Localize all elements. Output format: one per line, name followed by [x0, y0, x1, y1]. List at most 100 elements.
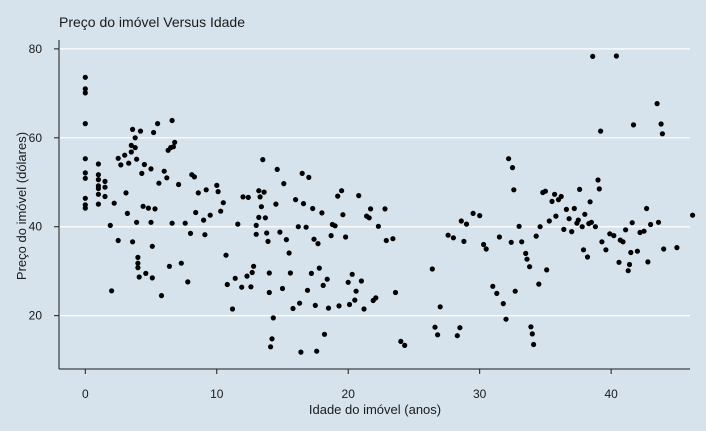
- data-point: [375, 223, 381, 229]
- axes: 20 40 60 80 0 10 20 30 40: [29, 40, 690, 401]
- data-point: [82, 175, 88, 181]
- data-point: [158, 293, 165, 299]
- data-point: [135, 260, 141, 266]
- data-point: [152, 206, 158, 212]
- data-point: [613, 53, 620, 59]
- y-axis-title: Preço do imóvel (dólares): [14, 132, 29, 280]
- data-point: [630, 122, 637, 128]
- data-point: [353, 288, 359, 294]
- data-point: [536, 281, 542, 287]
- data-point: [312, 302, 318, 308]
- data-point: [264, 230, 270, 236]
- data-point: [229, 306, 236, 312]
- data-point: [516, 223, 522, 229]
- data-point: [595, 177, 601, 183]
- data-point: [620, 239, 626, 245]
- data-point: [494, 290, 500, 296]
- data-point: [261, 189, 267, 195]
- data-point: [132, 145, 138, 151]
- data-point: [95, 201, 101, 207]
- data-point: [95, 172, 101, 178]
- data-point: [156, 180, 162, 186]
- data-point: [274, 166, 280, 172]
- data-point: [139, 170, 145, 176]
- data-point: [286, 250, 292, 256]
- data-point: [509, 165, 516, 171]
- data-point: [390, 236, 396, 242]
- x-tick-label: 40: [604, 387, 618, 401]
- data-point: [368, 206, 374, 212]
- data-point: [398, 338, 404, 344]
- data-point: [102, 184, 108, 190]
- data-point: [102, 193, 108, 200]
- data-point: [164, 175, 170, 181]
- data-point: [224, 281, 230, 288]
- data-point: [315, 241, 321, 247]
- data-point: [544, 267, 550, 273]
- data-point: [111, 200, 117, 206]
- data-point: [661, 246, 667, 252]
- data-point: [140, 203, 146, 209]
- data-point: [508, 239, 514, 245]
- data-point: [82, 156, 88, 162]
- data-point: [629, 220, 635, 226]
- data-point: [148, 166, 154, 172]
- data-point: [366, 215, 372, 221]
- data-point: [308, 270, 314, 276]
- data-point: [339, 188, 345, 194]
- data-point: [266, 289, 272, 296]
- y-tick-label: 60: [29, 131, 43, 145]
- data-point: [552, 191, 558, 197]
- data-point: [659, 131, 666, 137]
- data-point: [529, 331, 535, 337]
- data-point: [239, 284, 245, 290]
- data-point: [336, 303, 342, 309]
- data-point: [654, 101, 660, 107]
- data-point: [169, 117, 175, 124]
- data-point: [450, 235, 456, 241]
- data-point: [258, 204, 264, 210]
- data-point: [500, 301, 506, 307]
- x-tick-label: 20: [342, 387, 356, 401]
- data-point: [128, 149, 134, 155]
- data-point: [295, 224, 301, 230]
- data-point: [148, 219, 154, 225]
- data-point: [432, 324, 438, 330]
- data-point: [490, 283, 496, 289]
- data-point: [524, 256, 530, 262]
- data-point: [115, 155, 121, 161]
- x-tick-label: 0: [82, 387, 89, 401]
- data-point: [588, 219, 595, 225]
- data-point: [496, 234, 502, 240]
- data-point: [207, 212, 213, 218]
- data-point: [201, 217, 207, 223]
- data-point: [82, 121, 88, 127]
- data-point: [328, 233, 334, 239]
- data-point: [437, 304, 443, 310]
- data-point: [161, 168, 167, 174]
- data-point: [187, 230, 194, 236]
- data-point: [461, 238, 467, 244]
- data-point: [248, 284, 254, 290]
- data-point: [579, 224, 585, 230]
- data-point: [176, 181, 182, 188]
- data-point: [316, 265, 322, 271]
- data-point: [155, 121, 161, 127]
- data-point: [553, 213, 559, 219]
- data-point: [109, 288, 115, 294]
- data-point: [596, 186, 602, 192]
- data-point: [202, 232, 208, 238]
- data-point: [279, 285, 286, 292]
- data-point: [325, 305, 332, 311]
- data-point: [193, 209, 199, 216]
- data-point: [674, 245, 680, 251]
- data-point: [655, 219, 662, 225]
- data-point: [281, 181, 287, 187]
- data-point: [306, 174, 312, 180]
- data-point: [603, 247, 609, 253]
- data-point: [356, 193, 362, 199]
- data-point: [214, 182, 220, 188]
- data-point: [549, 198, 555, 204]
- data-point: [287, 270, 293, 276]
